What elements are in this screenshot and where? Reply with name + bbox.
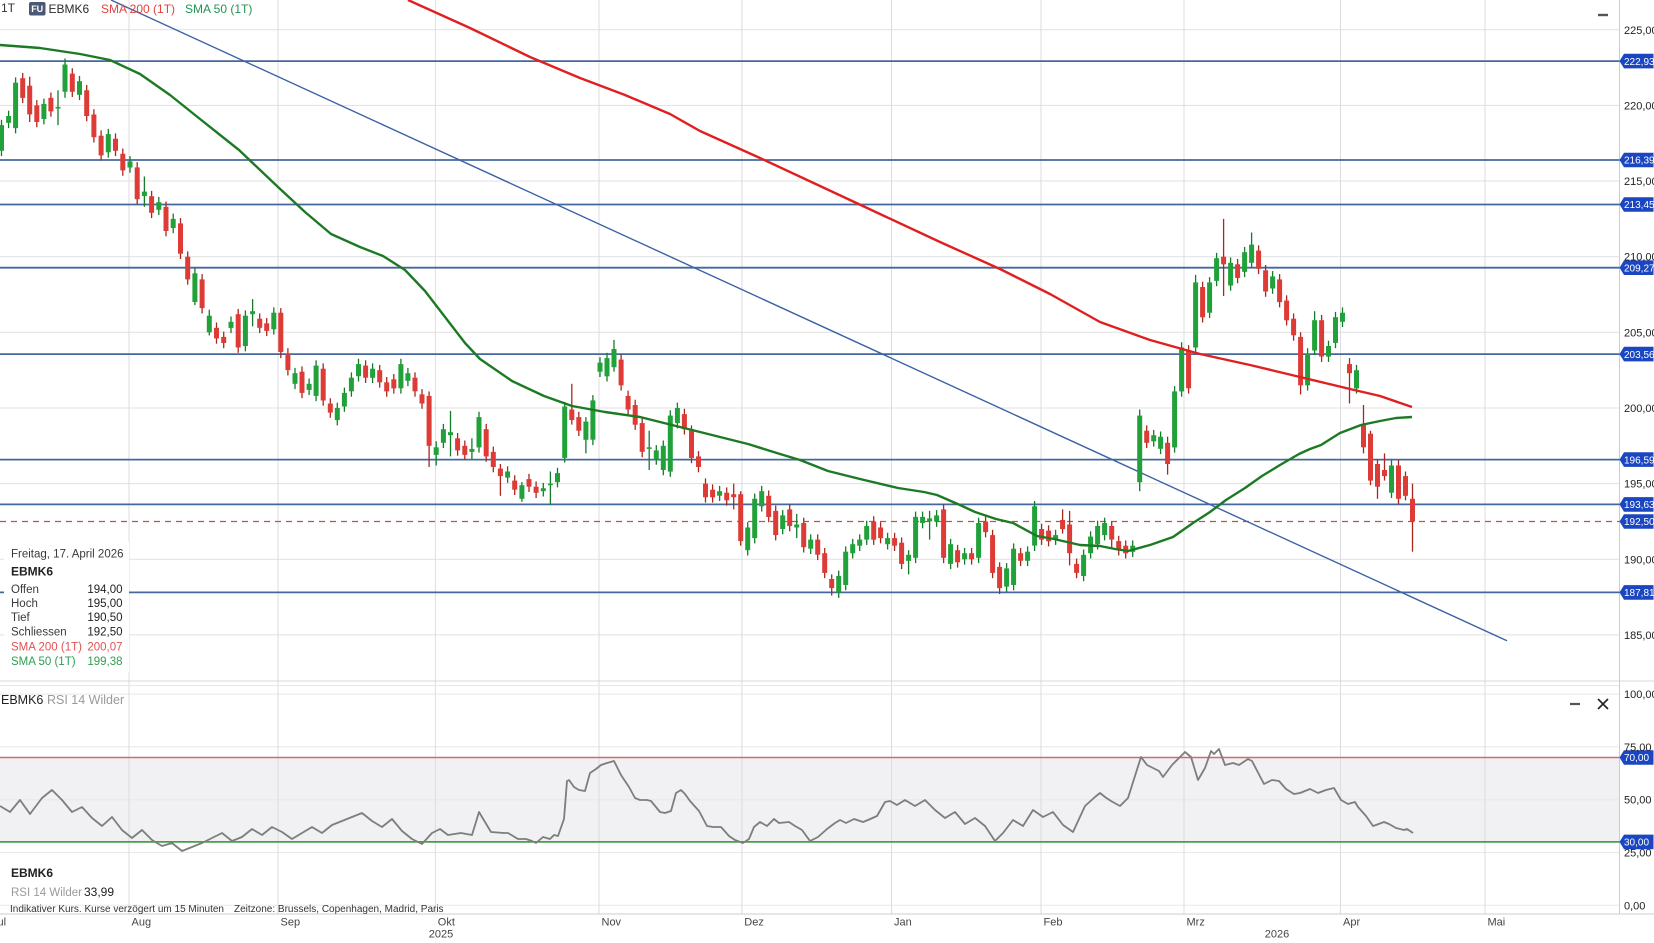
- svg-text:EBMK6: EBMK6: [1, 693, 43, 707]
- svg-text:195,00: 195,00: [1624, 479, 1654, 491]
- svg-text:Dez: Dez: [744, 917, 764, 929]
- svg-text:Jul: Jul: [0, 917, 6, 929]
- svg-text:Sep: Sep: [281, 917, 301, 929]
- svg-text:190,50: 190,50: [87, 612, 122, 624]
- svg-text:Aug: Aug: [132, 917, 152, 929]
- svg-text:0,00: 0,00: [1624, 900, 1645, 912]
- svg-text:SMA 50 (1T): SMA 50 (1T): [185, 2, 252, 16]
- svg-text:RSI 14 Wilder: RSI 14 Wilder: [47, 693, 124, 707]
- svg-text:225,00: 225,00: [1624, 25, 1654, 37]
- svg-text:Freitag, 17. April 2026: Freitag, 17. April 2026: [11, 549, 124, 561]
- svg-text:196,59: 196,59: [1624, 455, 1654, 466]
- svg-text:75,00: 75,00: [1624, 742, 1652, 754]
- svg-text:192,50: 192,50: [1624, 517, 1654, 528]
- svg-text:SMA 200 (1T): SMA 200 (1T): [11, 641, 82, 653]
- svg-text:187,81: 187,81: [1624, 588, 1654, 599]
- svg-text:193,63: 193,63: [1624, 500, 1654, 511]
- svg-text:222,93: 222,93: [1624, 57, 1654, 68]
- svg-text:Tief: Tief: [11, 612, 31, 624]
- svg-text:194,00: 194,00: [87, 584, 122, 596]
- svg-text:2026: 2026: [1265, 929, 1289, 939]
- svg-text:209,27: 209,27: [1624, 263, 1654, 274]
- svg-text:Schliessen: Schliessen: [11, 627, 67, 639]
- svg-text:220,00: 220,00: [1624, 100, 1654, 112]
- svg-text:SMA 200 (1T): SMA 200 (1T): [101, 2, 175, 16]
- svg-text:1T: 1T: [1, 1, 16, 15]
- svg-text:213,45: 213,45: [1624, 200, 1654, 211]
- svg-text:195,00: 195,00: [87, 598, 122, 610]
- svg-text:RSI 14 Wilder: RSI 14 Wilder: [11, 887, 82, 899]
- svg-text:Nov: Nov: [602, 917, 622, 929]
- svg-text:2025: 2025: [429, 929, 453, 939]
- svg-text:200,00: 200,00: [1624, 403, 1654, 415]
- svg-text:203,56: 203,56: [1624, 350, 1654, 361]
- svg-text:216,39: 216,39: [1624, 156, 1654, 167]
- svg-text:199,38: 199,38: [87, 656, 122, 668]
- svg-text:33,99: 33,99: [84, 885, 114, 899]
- svg-text:Feb: Feb: [1044, 917, 1063, 929]
- svg-text:Offen: Offen: [11, 584, 39, 596]
- svg-text:50,00: 50,00: [1624, 795, 1652, 807]
- svg-text:215,00: 215,00: [1624, 176, 1654, 188]
- svg-text:EBMK6: EBMK6: [49, 2, 90, 16]
- svg-text:192,50: 192,50: [87, 627, 122, 639]
- svg-text:100,00: 100,00: [1624, 689, 1654, 701]
- svg-text:Mrz: Mrz: [1187, 917, 1205, 929]
- svg-text:SMA 50 (1T): SMA 50 (1T): [11, 656, 76, 668]
- svg-text:Indikativer Kurs. Kurse verzög: Indikativer Kurs. Kurse verzögert um 15 …: [10, 904, 224, 915]
- svg-text:Apr: Apr: [1343, 917, 1360, 929]
- svg-text:210,00: 210,00: [1624, 252, 1654, 264]
- svg-text:Hoch: Hoch: [11, 598, 38, 610]
- svg-text:25,00: 25,00: [1624, 848, 1652, 860]
- svg-text:185,00: 185,00: [1624, 630, 1654, 642]
- svg-text:70,00: 70,00: [1624, 753, 1649, 764]
- svg-text:200,07: 200,07: [87, 641, 122, 653]
- svg-text:Okt: Okt: [438, 917, 455, 929]
- svg-text:Mai: Mai: [1488, 917, 1506, 929]
- svg-text:Jan: Jan: [894, 917, 912, 929]
- svg-text:190,00: 190,00: [1624, 554, 1654, 566]
- svg-text:Zeitzone: Brussels, Copenhagen: Zeitzone: Brussels, Copenhagen, Madrid, …: [234, 904, 444, 915]
- svg-text:205,00: 205,00: [1624, 327, 1654, 339]
- svg-text:EBMK6: EBMK6: [11, 866, 53, 880]
- svg-text:30,00: 30,00: [1624, 838, 1649, 849]
- svg-text:EBMK6: EBMK6: [11, 565, 53, 579]
- svg-text:FU: FU: [31, 4, 43, 14]
